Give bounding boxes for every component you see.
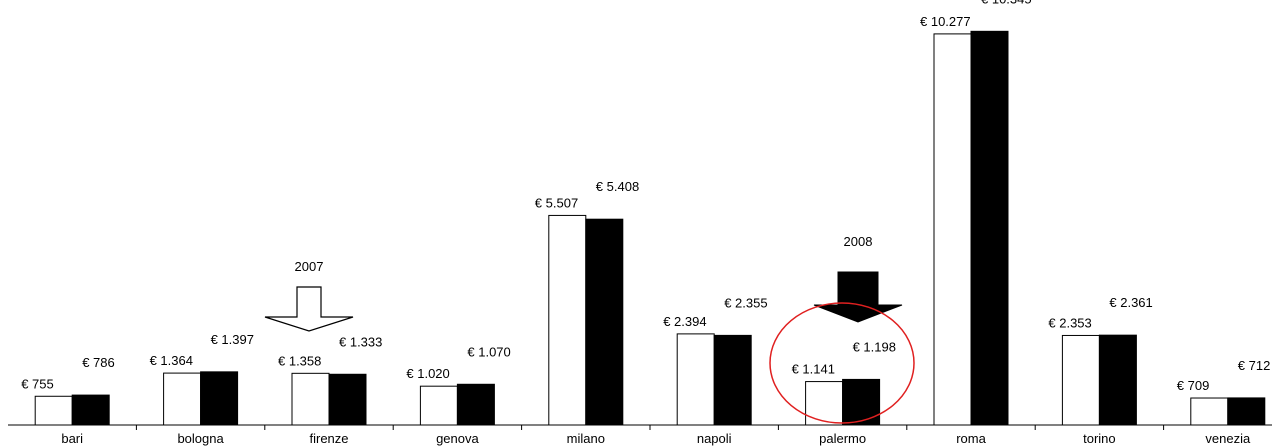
bar-2007-firenze — [291, 372, 330, 426]
filled-arrow-icon — [813, 271, 903, 323]
category-label-bologna: bologna — [177, 431, 224, 446]
data-label-2007-bari: € 755 — [21, 376, 54, 391]
legend-2007-label: 2007 — [295, 259, 324, 274]
bar-2008-torino — [1098, 334, 1137, 426]
data-label-2007-genova: € 1.020 — [406, 366, 449, 381]
data-label-2008-bologna: € 1.397 — [211, 332, 254, 347]
data-label-2007-firenze: € 1.358 — [278, 353, 321, 368]
bar-2008-milano — [585, 218, 624, 426]
data-label-2008-palermo: € 1.198 — [853, 339, 896, 354]
data-label-2008-firenze: € 1.333 — [339, 334, 382, 349]
bar-2008-venezia — [1227, 397, 1266, 426]
data-label-2008-napoli: € 2.355 — [724, 295, 767, 310]
bar-2007-venezia — [1190, 397, 1229, 426]
category-label-torino: torino — [1083, 431, 1116, 446]
highlight-circle — [769, 302, 915, 424]
legend-2008: 2008 — [813, 234, 903, 323]
category-label-venezia: venezia — [1205, 431, 1251, 446]
bar-2008-firenze — [328, 373, 367, 426]
bar-2007-roma — [933, 33, 972, 426]
x-axis-ticks — [135, 425, 1165, 430]
value-labels-group: € 755 € 786 € 1.364 € 1.397 € 1.358 € 1.333 € … — [21, 0, 1270, 393]
bar-2008-napoli — [713, 334, 752, 426]
data-label-2008-genova: € 1.070 — [467, 344, 510, 359]
bar-2007-bari — [34, 395, 73, 426]
bar-2008-genova — [456, 383, 495, 426]
category-label-napoli: napoli — [697, 431, 732, 446]
legend-2008-label: 2008 — [844, 234, 873, 249]
bar-2008-roma — [970, 30, 1009, 426]
data-label-2007-palermo: € 1.141 — [792, 362, 835, 377]
bar-2008-bari — [71, 394, 110, 426]
data-label-2008-venezia: € 712 — [1238, 358, 1271, 373]
bar-2007-genova — [419, 385, 458, 426]
data-label-2007-torino: € 2.353 — [1048, 315, 1091, 330]
category-label-bari: bari — [61, 431, 83, 446]
bar-2007-napoli — [676, 333, 715, 426]
data-label-2008-milano: € 5.408 — [596, 179, 639, 194]
bars-group — [34, 30, 1266, 426]
bar-2007-bologna — [163, 372, 202, 426]
legend-2007: 2007 — [264, 259, 354, 332]
data-label-2007-venezia: € 709 — [1177, 378, 1210, 393]
category-label-roma: roma — [956, 431, 986, 446]
data-label-2007-napoli: € 2.394 — [663, 314, 706, 329]
category-labels-group: bari bologna firenze genova milano napoli pale… — [61, 431, 1251, 446]
category-label-genova: genova — [436, 431, 479, 446]
data-label-2007-roma: € 10.277 — [920, 14, 971, 29]
bar-2007-palermo — [805, 381, 844, 426]
data-label-2008-bari: € 786 — [82, 355, 115, 370]
bar-2007-torino — [1061, 334, 1100, 426]
bar-2007-milano — [548, 214, 587, 426]
data-label-2008-torino: € 2.361 — [1109, 295, 1152, 310]
bar-2008-bologna — [200, 371, 239, 426]
hollow-arrow-icon — [264, 286, 354, 332]
category-label-palermo: palermo — [819, 431, 866, 446]
data-label-2007-milano: € 5.507 — [535, 195, 578, 210]
category-label-firenze: firenze — [309, 431, 348, 446]
category-label-milano: milano — [567, 431, 605, 446]
data-label-2007-bologna: € 1.364 — [150, 353, 193, 368]
data-label-2008-roma: € 10.345 — [981, 0, 1032, 6]
bar-2008-palermo — [842, 378, 881, 426]
